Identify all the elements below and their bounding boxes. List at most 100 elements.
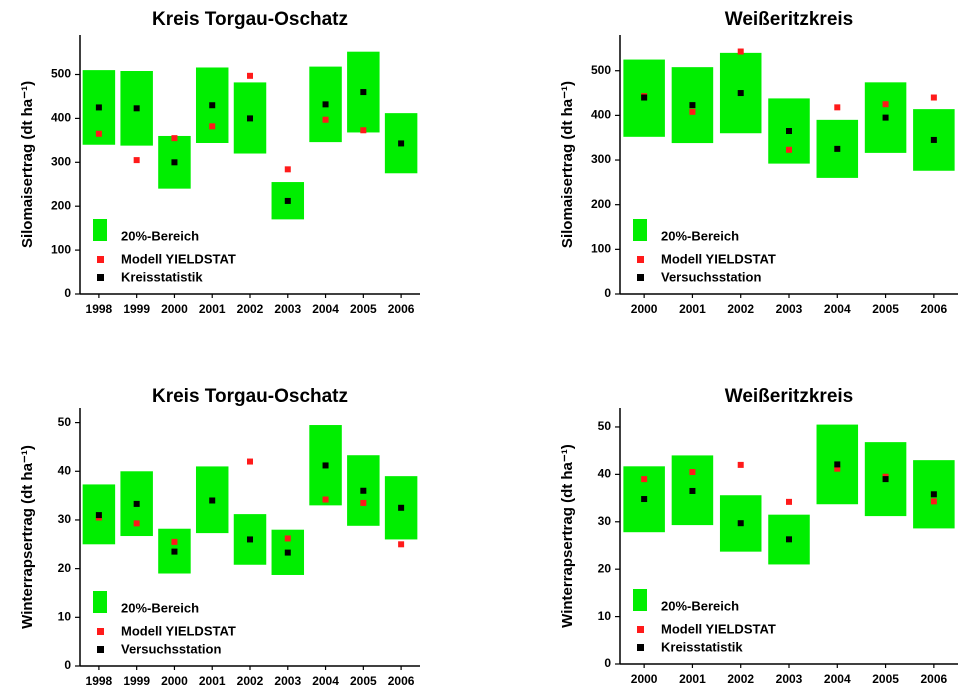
point bbox=[322, 496, 329, 503]
point bbox=[689, 487, 696, 494]
legend-swatch bbox=[637, 274, 644, 281]
point bbox=[95, 130, 102, 137]
legend-swatch bbox=[97, 256, 104, 263]
point bbox=[133, 500, 140, 507]
point bbox=[882, 114, 889, 121]
point bbox=[247, 72, 253, 79]
y-tick-label: 200 bbox=[591, 197, 611, 211]
y-tick-label: 400 bbox=[591, 108, 611, 122]
legend-swatch bbox=[93, 591, 107, 613]
point bbox=[689, 102, 696, 109]
x-tick-label: 2006 bbox=[388, 674, 415, 688]
x-tick-label: 2002 bbox=[237, 302, 264, 316]
x-tick-label: 2003 bbox=[274, 302, 301, 316]
legend-swatch bbox=[637, 644, 644, 651]
point bbox=[284, 166, 291, 173]
point bbox=[95, 104, 102, 111]
chart-title: Kreis Torgau-Oschatz bbox=[152, 386, 348, 407]
x-tick-label: 2001 bbox=[679, 672, 706, 686]
point bbox=[834, 104, 841, 111]
x-tick-label: 2002 bbox=[727, 302, 754, 316]
chart-panel: Weißeritzkreis Silomaisertrag (dt ha⁻¹) 0 1… bbox=[559, 9, 958, 316]
legend-swatch bbox=[93, 219, 107, 241]
legend-label: Modell YIELDSTAT bbox=[121, 251, 236, 266]
legend-swatch bbox=[633, 219, 647, 241]
point bbox=[171, 135, 178, 142]
x-tick-label: 2000 bbox=[161, 674, 188, 688]
x-tick-label: 2006 bbox=[388, 302, 415, 316]
point bbox=[930, 94, 937, 101]
x-tick-label: 2005 bbox=[350, 674, 377, 688]
point bbox=[284, 197, 291, 204]
legend-swatch bbox=[637, 256, 644, 263]
chart-title: Weißeritzkreis bbox=[725, 9, 853, 30]
x-tick-label: 2005 bbox=[350, 302, 377, 316]
y-tick-label: 0 bbox=[64, 658, 71, 672]
point bbox=[882, 101, 889, 108]
point bbox=[171, 548, 178, 555]
x-tick-label: 2001 bbox=[679, 302, 706, 316]
point bbox=[930, 136, 937, 143]
point bbox=[786, 498, 792, 505]
point bbox=[398, 140, 405, 147]
legend-swatch bbox=[637, 626, 644, 633]
point bbox=[930, 491, 937, 498]
x-tick-label: 1998 bbox=[86, 302, 113, 316]
point bbox=[834, 145, 841, 152]
y-tick-label: 50 bbox=[598, 419, 612, 433]
y-axis-label: Silomaisertrag (dt ha⁻¹) bbox=[19, 81, 36, 248]
chart-panel: Kreis Torgau-Oschatz Silomaisertrag (dt h… bbox=[19, 9, 420, 316]
point bbox=[360, 499, 367, 506]
point bbox=[834, 465, 841, 472]
y-tick-label: 200 bbox=[51, 198, 71, 212]
chart-title: Kreis Torgau-Oschatz bbox=[152, 9, 348, 30]
point bbox=[737, 90, 744, 97]
point bbox=[247, 458, 253, 465]
point bbox=[786, 536, 792, 543]
legend-label: Kreisstatistik bbox=[661, 639, 743, 654]
y-tick-label: 10 bbox=[598, 609, 612, 623]
legend-swatch bbox=[633, 589, 647, 611]
point bbox=[737, 520, 744, 527]
point bbox=[786, 146, 792, 153]
point bbox=[689, 469, 696, 475]
point bbox=[360, 487, 367, 494]
point bbox=[133, 105, 140, 112]
point bbox=[360, 127, 367, 134]
x-tick-label: 2004 bbox=[824, 672, 851, 686]
y-axis-label: Silomaisertrag (dt ha⁻¹) bbox=[559, 81, 576, 248]
legend-label: Versuchsstation bbox=[121, 641, 221, 656]
point bbox=[209, 123, 216, 130]
x-tick-label: 2004 bbox=[824, 302, 851, 316]
legend-label: Versuchsstation bbox=[661, 269, 761, 284]
legend-label: Modell YIELDSTAT bbox=[121, 623, 236, 638]
legend-swatch bbox=[97, 274, 104, 281]
point bbox=[786, 128, 792, 135]
point bbox=[834, 461, 841, 468]
y-tick-label: 40 bbox=[58, 463, 72, 477]
point bbox=[360, 89, 367, 96]
y-tick-label: 100 bbox=[591, 242, 611, 256]
x-tick-label: 2000 bbox=[161, 302, 188, 316]
x-tick-label: 2000 bbox=[631, 672, 658, 686]
y-tick-label: 300 bbox=[51, 154, 71, 168]
y-tick-label: 400 bbox=[51, 111, 71, 125]
y-tick-label: 100 bbox=[51, 242, 71, 256]
x-tick-label: 2000 bbox=[631, 302, 658, 316]
point bbox=[133, 157, 140, 164]
x-tick-label: 1999 bbox=[123, 674, 150, 688]
point bbox=[689, 108, 696, 115]
y-tick-label: 30 bbox=[58, 512, 72, 526]
point bbox=[882, 476, 889, 483]
point bbox=[322, 462, 329, 469]
legend-label: Kreisstatistik bbox=[121, 269, 203, 284]
x-tick-label: 2005 bbox=[872, 302, 899, 316]
legend-label: 20%-Bereich bbox=[661, 228, 739, 243]
y-tick-label: 10 bbox=[58, 609, 72, 623]
y-tick-label: 500 bbox=[51, 67, 71, 81]
y-tick-label: 40 bbox=[598, 467, 612, 481]
x-tick-label: 2001 bbox=[199, 302, 226, 316]
point bbox=[284, 549, 291, 556]
point bbox=[322, 116, 329, 123]
